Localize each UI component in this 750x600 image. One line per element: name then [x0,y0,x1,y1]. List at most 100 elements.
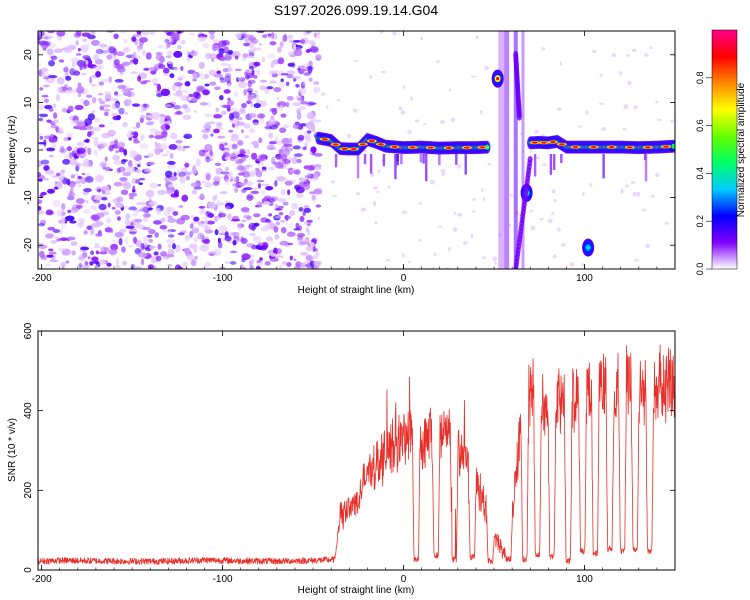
noise-speckle [207,101,212,108]
noise-speckle [83,139,89,143]
noise-speckle [332,194,337,197]
noise-speckle [118,237,123,246]
ridge-hotspot [350,147,357,151]
noise-speckle [243,187,253,191]
ridge-hotspot [590,146,597,149]
noise-speckle [115,64,125,70]
noise-speckle [265,186,274,191]
noise-speckle [592,49,598,53]
noise-speckle [289,169,294,173]
noise-speckle [168,143,178,150]
noise-speckle [179,74,186,79]
noise-speckle [231,143,238,150]
noise-speckle [85,59,89,66]
noise-speckle [146,161,155,166]
noise-speckle [250,152,258,160]
noise-speckle [402,210,408,214]
noise-speckle [167,218,177,224]
noise-speckle [294,184,301,190]
noise-speckle [41,94,49,98]
noise-speckle [472,197,477,201]
noise-speckle [293,77,297,82]
noise-speckle [142,49,146,56]
noise-speckle [56,77,65,85]
noise-speckle [157,243,162,250]
noise-speckle [212,248,222,257]
y-tick-label: 600 [23,322,34,339]
x-tick-label: -200 [32,273,52,284]
ridge-hotspot [321,138,328,141]
noise-speckle [167,243,172,248]
noise-speckle [298,87,307,95]
noise-speckle [224,260,231,264]
noise-speckle [267,35,273,39]
noise-speckle [169,66,178,70]
noise-speckle [180,89,189,94]
y-tick-label: -20 [23,238,34,253]
noise-speckle [172,211,179,216]
noise-speckle [122,121,128,128]
noise-speckle [165,55,172,59]
noise-speckle [55,94,61,102]
vertical-streak [438,154,441,166]
noise-speckle [184,162,190,168]
noise-speckle [483,196,486,201]
noise-speckle [177,232,185,236]
noise-speckle [542,163,547,166]
noise-speckle [38,244,48,250]
noise-speckle [159,55,165,63]
noise-speckle [256,113,266,119]
noise-speckle [77,82,82,87]
noise-speckle [259,79,267,83]
noise-speckle [40,67,49,73]
noise-speckle [249,233,256,236]
noise-speckle [140,205,148,213]
noise-speckle [279,41,284,49]
noise-speckle [217,135,226,139]
noise-speckle [318,187,322,192]
noise-speckle [50,55,58,61]
noise-speckle [199,193,205,201]
noise-speckle [248,36,257,41]
noise-speckle [228,112,235,120]
noise-speckle [260,118,265,124]
noise-speckle [217,241,223,249]
noise-speckle [214,193,218,199]
noise-speckle [164,170,173,178]
noise-speckle [257,154,267,161]
noise-speckle [86,125,94,130]
noise-speckle [208,31,216,35]
noise-speckle [131,177,136,184]
noise-speckle [180,39,186,45]
noise-speckle [402,85,406,89]
noise-speckle [77,175,82,180]
noise-speckle [227,49,234,55]
noise-speckle [204,226,212,233]
noise-speckle [154,232,159,238]
noise-speckle [295,261,302,268]
noise-speckle [292,102,301,107]
noise-speckle [109,98,119,101]
noise-speckle [577,125,582,128]
noise-speckle [70,207,78,210]
noise-speckle [79,63,89,70]
noise-speckle [53,186,59,190]
noise-speckle [235,158,244,165]
noise-speckle [38,62,42,66]
noise-speckle [218,143,225,151]
noise-speckle [625,184,629,188]
noise-speckle [218,40,227,47]
noise-speckle [68,152,73,160]
noise-speckle [173,189,179,197]
noise-speckle [481,188,484,192]
vertical-streak [425,154,428,182]
noise-speckle [213,128,220,134]
noise-speckle [315,251,320,257]
noise-speckle [556,227,561,232]
noise-speckle [163,73,169,77]
noise-speckle [78,127,88,131]
noise-speckle [61,203,66,211]
snr-panel: -200 -100 0 100 0 200 400 600 Height of straigh… [7,322,676,596]
snr-series-line [38,344,675,565]
noise-speckle [135,168,142,174]
